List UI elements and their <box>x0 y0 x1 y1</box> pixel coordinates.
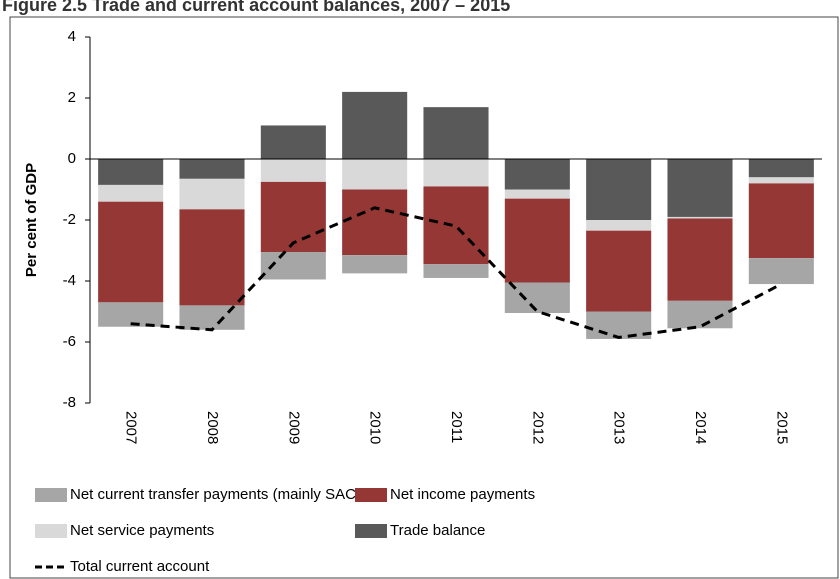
chart-title: Figure 2.5 Trade and current account bal… <box>2 0 510 15</box>
line-series <box>130 206 783 339</box>
y-axis-label: Per cent of GDP <box>23 163 40 277</box>
y-tick-label: 2 <box>68 89 76 106</box>
legend-swatch <box>355 524 387 538</box>
x-tick-label: 2009 <box>285 411 302 444</box>
legend-label: Net current transfer payments (mainly SA… <box>70 486 372 503</box>
bar-segment <box>98 184 164 202</box>
y-tick-label: 4 <box>68 28 76 45</box>
y-tick-label: -2 <box>63 211 76 228</box>
bar-segment <box>423 159 489 187</box>
y-tick-label: -6 <box>63 333 76 350</box>
bar-segment <box>667 159 733 217</box>
bar-segment <box>748 258 814 285</box>
legend-swatch <box>35 488 67 502</box>
legend-swatch <box>355 488 387 502</box>
bar-segment <box>98 302 164 327</box>
bar-segment <box>423 186 489 265</box>
bar-segment <box>179 159 245 179</box>
bar-segment <box>342 91 408 159</box>
x-tick-label: 2010 <box>367 411 384 444</box>
bar-segment <box>342 189 408 256</box>
bar-segment <box>179 178 245 210</box>
bar-segment <box>260 159 326 182</box>
bar-segment <box>586 311 652 339</box>
x-tick-label: 2008 <box>204 411 221 444</box>
bar-segment <box>748 183 814 259</box>
x-tick-label: 2015 <box>773 411 790 444</box>
bar-segment <box>748 159 814 178</box>
bar-segment <box>586 159 652 220</box>
bar-segment <box>179 305 245 330</box>
bar-segment <box>98 159 164 185</box>
x-tick-label: 2014 <box>692 411 709 444</box>
bar-segment <box>667 218 733 301</box>
chart-frame <box>9 16 839 579</box>
x-tick-label: 2011 <box>448 411 465 443</box>
bar-segment <box>260 181 326 253</box>
bar-segment <box>748 177 814 184</box>
bar-segment <box>423 107 489 159</box>
legend-label: Total current account <box>70 558 210 575</box>
y-tick-label: 0 <box>68 150 76 167</box>
y-tick-label: -4 <box>63 272 76 289</box>
bar-segment <box>586 230 652 312</box>
legend-label: Net income payments <box>390 486 535 503</box>
bar-segment <box>342 255 408 274</box>
bar-segment <box>179 209 245 306</box>
bar-segment <box>423 264 489 278</box>
x-tick-label: 2013 <box>611 411 628 444</box>
bar-segment <box>260 125 326 159</box>
x-tick-label: 2007 <box>123 411 140 444</box>
legend-swatch <box>35 524 67 538</box>
bar-segment <box>342 159 408 190</box>
bar-segment <box>504 198 570 283</box>
bar-segment <box>504 159 570 190</box>
bar-segment <box>586 220 652 231</box>
bar-segment <box>667 216 733 219</box>
bar-segment <box>504 189 570 199</box>
bar-segment <box>98 201 164 303</box>
x-tick-label: 2012 <box>529 411 546 444</box>
legend-label: Net service payments <box>70 522 214 539</box>
y-tick-label: -8 <box>63 394 76 411</box>
legend-label: Trade balance <box>390 522 485 539</box>
